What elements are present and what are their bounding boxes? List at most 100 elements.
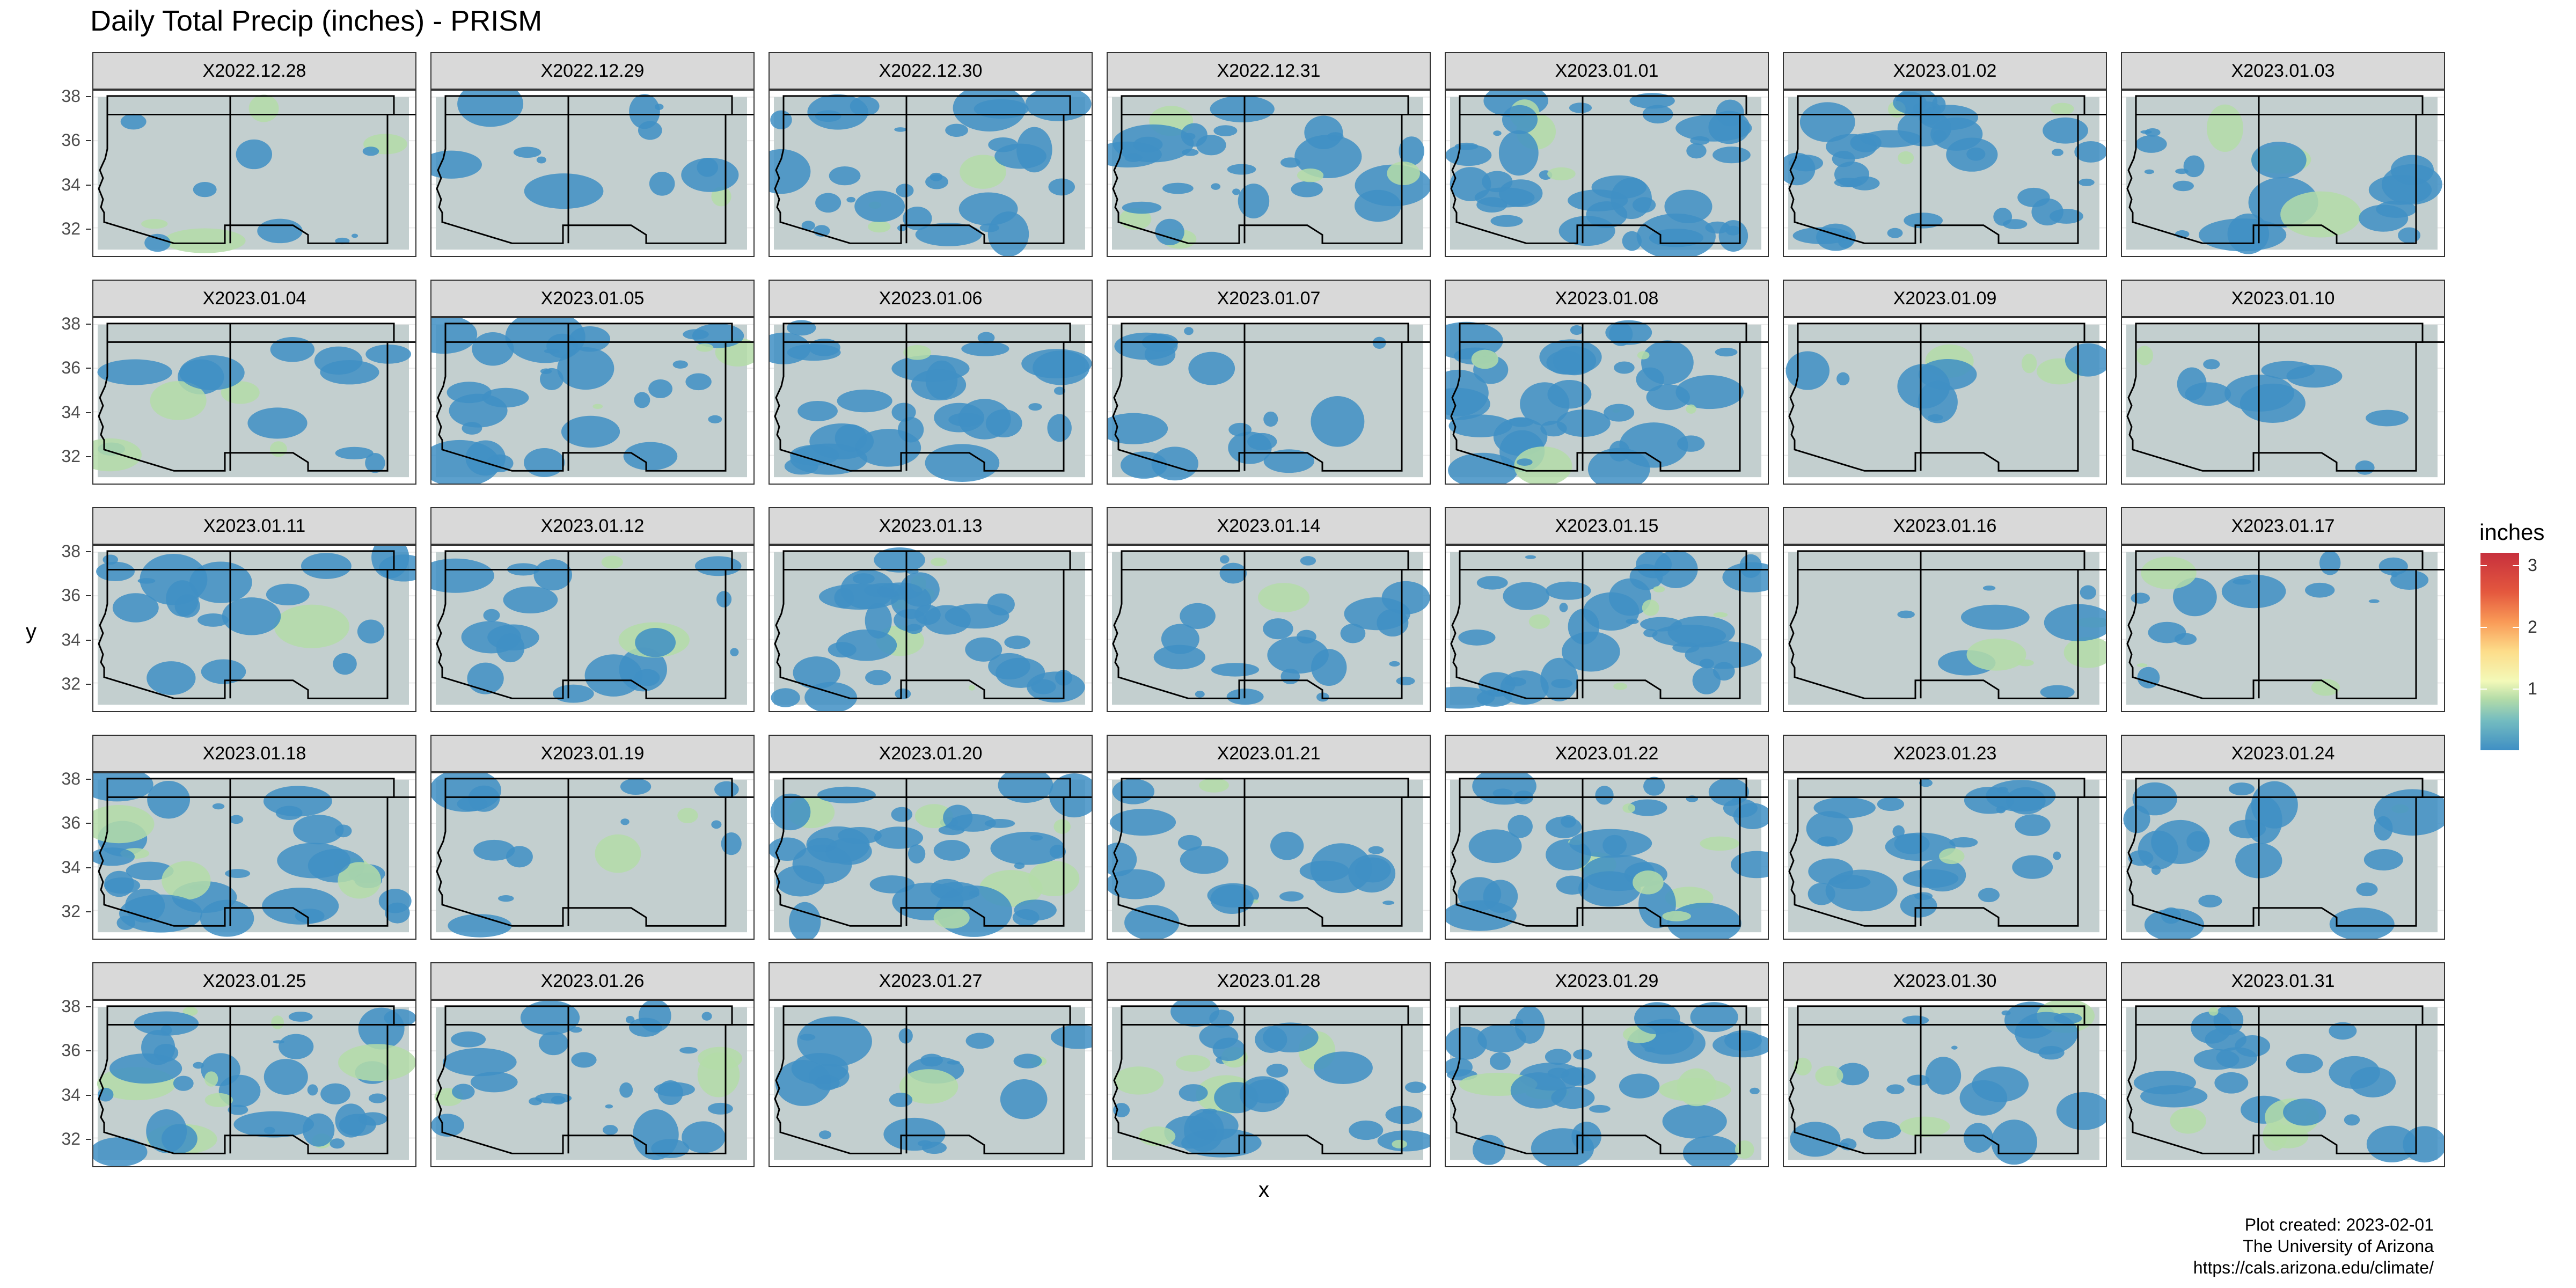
state-boundary [1112,778,1409,927]
precip-area [1340,624,1366,643]
precip-area [362,147,379,156]
precip-area [357,619,385,644]
precip-area [1344,597,1410,631]
precip-area [301,553,352,579]
facet-panel [430,545,755,712]
facet-strip: X2023.01.17 [2121,507,2445,545]
precip-area [915,223,982,246]
precip-area [236,139,273,170]
y-tick-mark [86,1138,91,1140]
precip-area [553,684,594,703]
precip-area [1792,227,1851,244]
facet-panel [2121,1000,2445,1167]
precip-area [498,895,514,902]
precip-area [338,862,382,899]
y-tick-mark [86,368,91,369]
precip-area [2050,103,2074,115]
precip-area [1815,1065,1843,1086]
precip-area [1578,871,1641,907]
facet-strip: X2023.01.22 [1445,735,1769,772]
precip-area [2390,570,2429,590]
precip-area [147,781,191,819]
precip-area [933,839,970,861]
precip-area [837,389,892,413]
precip-map [93,1005,415,1166]
facet-panel [1107,545,1431,712]
facet-strip: X2023.01.19 [430,735,755,772]
precip-area [1946,137,1998,172]
precip-area [2172,180,2194,192]
precip-area [869,875,915,894]
precip-area [2368,599,2380,604]
precip-area [1195,691,1205,698]
precip-map [1784,778,2106,933]
precip-area [1528,614,1550,629]
precip-area [470,1072,518,1093]
facet-panel [1783,90,2107,257]
precip-area [619,1082,633,1098]
precip-area [2398,227,2421,244]
precip-area [2170,1108,2206,1134]
y-tick-mark [86,324,91,325]
precip-area [212,803,225,810]
precip-area [945,603,1009,629]
state-boundary [1112,95,1409,244]
precip-area [914,804,953,829]
precip-area [2021,354,2037,374]
precip-area [987,211,1029,256]
precip-area [1963,1123,1993,1153]
precip-area [770,110,792,130]
precip-area [279,1034,314,1059]
precip-area [2177,367,2207,401]
facet-panel [2121,90,2445,257]
precip-area [271,1015,284,1029]
precip-map [770,773,1092,939]
y-tick-label: 32 [61,901,80,921]
precip-area [1686,404,1696,414]
precip-area [2261,361,2315,379]
precip-area [1636,367,1664,392]
precip-map [1784,1001,2106,1165]
precip-area [1806,811,1853,846]
precip-area [1124,905,1180,939]
precip-area [899,572,940,607]
y-tick-label: 34 [61,857,80,877]
precip-area [1637,351,1650,360]
legend-tick [2513,627,2519,628]
precip-area [179,355,245,390]
facet-strip: X2023.01.02 [1783,52,2107,90]
precip-area [1012,909,1040,926]
precip-area [1477,1024,1526,1053]
y-tick-mark [86,1094,91,1096]
precip-area [1589,1104,1611,1113]
precip-area [694,556,742,576]
precip-area [985,409,1022,438]
precip-map [431,318,753,484]
precip-area [1675,114,1752,142]
precip-area [1113,1103,1130,1117]
precip-area [150,381,207,420]
precip-area [277,843,351,879]
state-boundary [436,550,733,699]
precip-area [1813,797,1876,818]
precip-area [635,628,676,657]
precip-area [228,1104,248,1115]
precip-area [1124,153,1143,162]
precip-area [894,127,907,132]
facet-strip: X2023.01.08 [1445,280,1769,317]
precip-area [1807,883,1835,905]
precip-area [126,861,174,881]
precip-area [2206,104,2243,152]
precip-area [2001,1010,2011,1016]
state-boundary [774,778,1071,927]
precip-area [1108,869,1165,899]
facet-strip: X2023.01.04 [92,280,416,317]
precip-area [1047,414,1072,442]
precip-area [854,191,905,222]
precip-area [96,561,135,581]
precip-area [1960,604,2030,630]
precip-area [701,1012,712,1021]
precip-area [1448,452,1518,484]
state-boundary [1788,778,2085,927]
precip-area [2151,865,2161,875]
